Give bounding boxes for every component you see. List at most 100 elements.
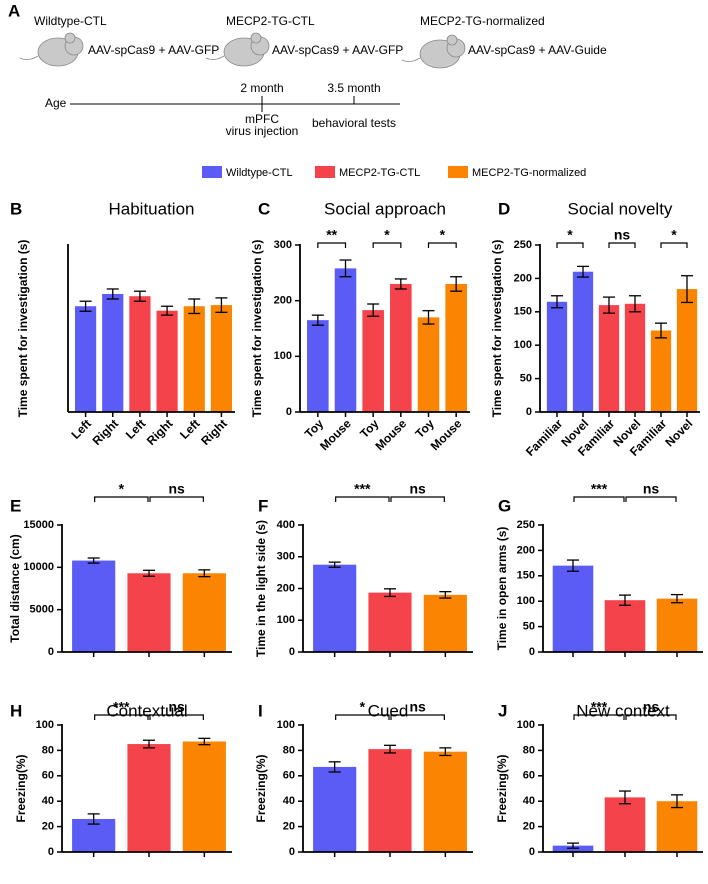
bar (546, 301, 568, 412)
bar (183, 306, 205, 412)
y-axis-label: Total distance (cm) (8, 534, 22, 642)
chart-title: Cued (368, 701, 409, 720)
bar (210, 305, 233, 412)
y-tick-label: 80 (42, 744, 54, 756)
bar (604, 600, 646, 652)
significance-bracket (573, 714, 625, 720)
y-axis-label: Time spent for investigation (s) (16, 240, 30, 418)
significance-bracket (660, 242, 688, 248)
significance-label: * (567, 227, 573, 243)
y-tick-label: 20 (42, 821, 54, 833)
significance-label: *** (354, 481, 371, 497)
bar (656, 801, 698, 852)
y-tick-label: 150 (514, 306, 532, 318)
chart-title: Contextual (106, 701, 187, 720)
y-tick-label: 15000 (23, 519, 54, 531)
y-tick-label: 100 (517, 595, 535, 607)
panel-letter: H (10, 701, 22, 720)
significance-label: *** (113, 699, 130, 715)
significance-bracket (556, 242, 584, 248)
y-tick-label: 100 (277, 614, 295, 626)
chart-title: New context (576, 701, 670, 720)
significance-bracket (94, 496, 149, 502)
mouse-icon (401, 34, 466, 69)
y-tick-label: 80 (523, 744, 535, 756)
significance-label: * (671, 227, 677, 243)
panel-letter: E (10, 496, 21, 515)
legend-swatch (448, 166, 468, 178)
significance-bracket (317, 242, 347, 248)
significance-bracket (335, 714, 390, 720)
panel-letter: G (498, 496, 511, 515)
timeline-event: mPFC (245, 112, 279, 126)
mouse-icon (205, 32, 270, 67)
x-tick-label: Right (90, 416, 122, 448)
y-tick-label: 200 (274, 295, 292, 307)
y-tick-label: 100 (277, 719, 295, 731)
group-name: MECP2-TG-CTL (226, 14, 315, 28)
y-tick-label: 0 (529, 646, 535, 658)
timeline-time: 2 month (240, 81, 283, 95)
significance-label: ns (643, 481, 660, 497)
significance-bracket (149, 714, 204, 720)
y-tick-label: 0 (286, 406, 292, 418)
y-tick-label: 5000 (30, 604, 54, 616)
panel-letter: J (498, 701, 507, 720)
y-tick-label: 300 (274, 239, 292, 251)
y-tick-label: 60 (283, 770, 295, 782)
significance-bracket (335, 496, 390, 502)
y-tick-label: 40 (42, 795, 54, 807)
y-tick-label: 10000 (23, 561, 54, 573)
significance-label: * (119, 481, 125, 497)
significance-label: ** (326, 227, 337, 243)
bar (676, 289, 698, 412)
bar (624, 303, 646, 412)
timeline-time: 3.5 month (327, 81, 380, 95)
bar (127, 744, 171, 852)
y-tick-label: 200 (517, 544, 535, 556)
y-tick-label: 150 (517, 570, 535, 582)
y-tick-label: 40 (283, 795, 295, 807)
y-tick-label: 80 (283, 744, 295, 756)
panel-letter: B (10, 199, 22, 218)
y-tick-label: 0 (289, 646, 295, 658)
bar (656, 598, 698, 652)
significance-label: * (384, 227, 390, 243)
y-tick-label: 60 (523, 770, 535, 782)
y-tick-label: 200 (514, 272, 532, 284)
panel-letter: C (258, 199, 270, 218)
bar (604, 797, 646, 852)
chart-title: Social novelty (568, 199, 673, 218)
timeline-event: behavioral tests (312, 116, 396, 130)
legend-swatch (202, 166, 222, 178)
bar (572, 271, 594, 412)
mouse-icon (19, 32, 84, 67)
significance-label: ns (643, 699, 660, 715)
significance-bracket (625, 496, 677, 502)
legend-label: MECP2-TG-CTL (339, 167, 420, 179)
significance-bracket (427, 242, 457, 248)
bar (334, 268, 357, 412)
panel-letter: D (498, 199, 510, 218)
x-tick-label: Right (144, 416, 176, 448)
x-tick-label: Mouse (428, 416, 465, 453)
significance-bracket (608, 242, 636, 248)
y-tick-label: 400 (277, 519, 295, 531)
significance-bracket (573, 496, 625, 502)
chart-title: Social approach (324, 199, 446, 218)
panel-letter: I (258, 701, 263, 720)
significance-label: *** (591, 481, 608, 497)
x-tick-label: Mouse (317, 416, 354, 453)
significance-bracket (390, 714, 445, 720)
bar (598, 305, 620, 412)
group-treatment: AAV-spCas9 + AAV-GFP (88, 43, 219, 57)
y-tick-label: 40 (523, 795, 535, 807)
bar (390, 283, 412, 412)
bar (423, 751, 467, 852)
group-name: Wildtype-CTL (34, 14, 107, 28)
significance-label: ns (168, 699, 185, 715)
significance-bracket (149, 496, 204, 502)
y-tick-label: 60 (42, 770, 54, 782)
